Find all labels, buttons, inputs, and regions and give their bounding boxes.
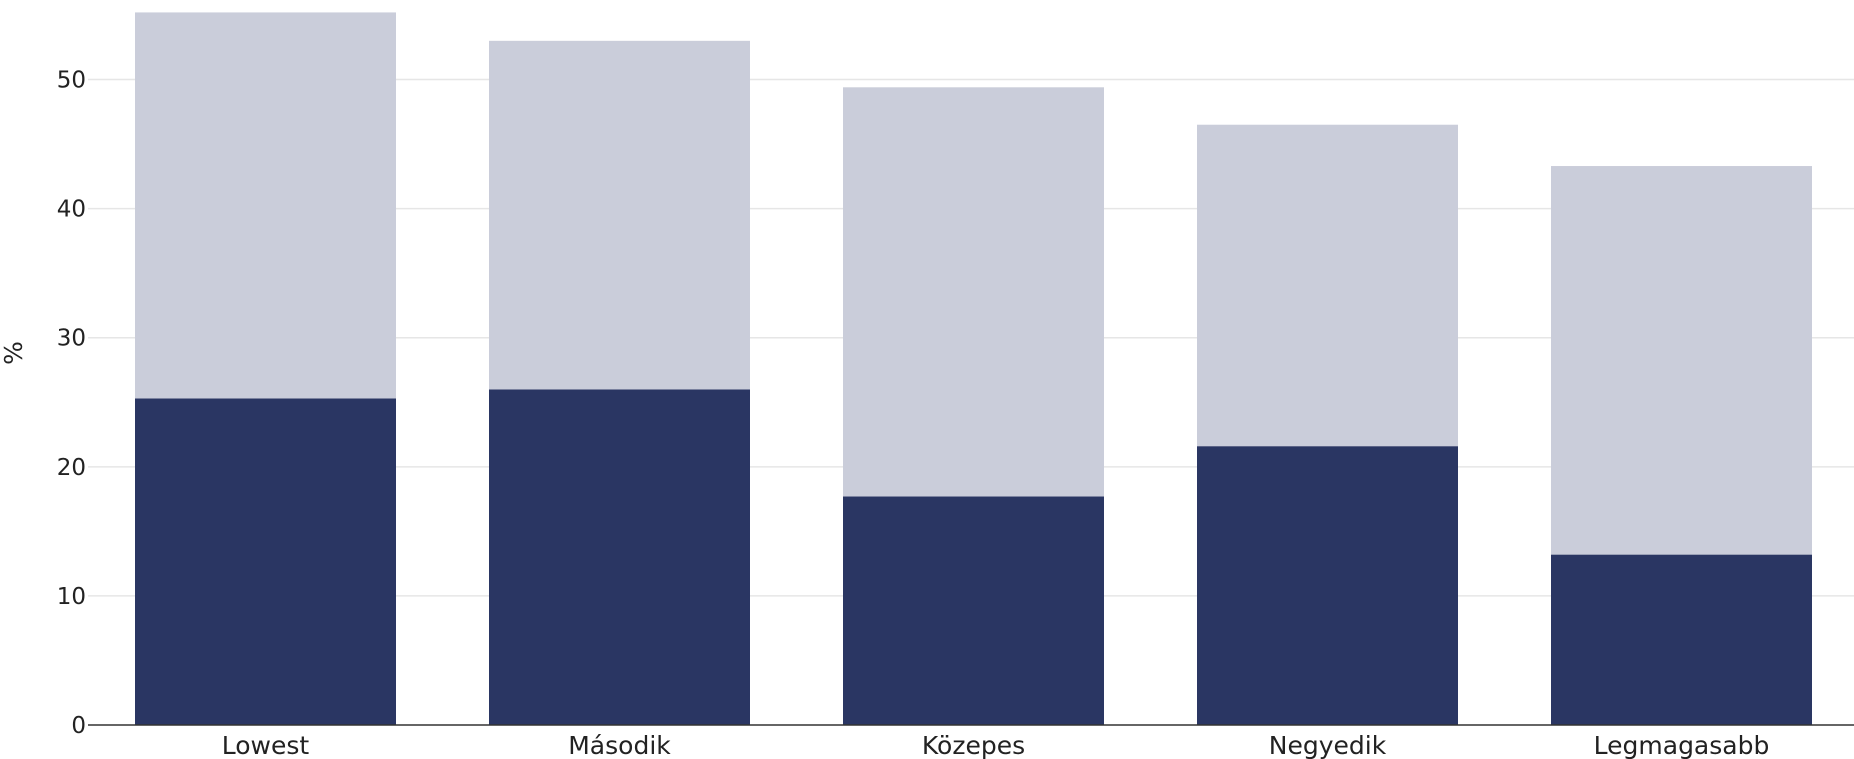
x-tick-label: Második	[568, 731, 671, 759]
bar-segment-2	[843, 87, 1104, 497]
x-tick-label: Közepes	[922, 731, 1025, 759]
bar-segment-1	[843, 496, 1104, 725]
x-tick-label: Negyedik	[1269, 731, 1387, 759]
bar-segment-2	[135, 12, 396, 399]
y-axis-ticks: 0 10 20 30 40 50	[57, 68, 86, 739]
x-tick-label: Legmagasabb	[1594, 731, 1770, 759]
bar-segment-1	[489, 389, 750, 725]
bars	[135, 12, 1812, 725]
bar-segment-1	[135, 398, 396, 725]
bar-segment-1	[1551, 554, 1812, 725]
y-tick-label: 0	[71, 713, 86, 739]
bar-segment-2	[1551, 166, 1812, 555]
bar-segment-2	[489, 40, 750, 390]
bar-segment-1	[1197, 446, 1458, 725]
y-tick-label: 10	[57, 584, 86, 610]
x-tick-label: Lowest	[222, 731, 310, 759]
y-tick-label: 30	[57, 326, 86, 352]
y-tick-label: 20	[57, 455, 86, 481]
y-tick-label: 50	[57, 68, 86, 94]
bar-segment-2	[1197, 124, 1458, 447]
x-axis-ticks: Lowest Második Közepes Negyedik Legmagasabb	[222, 731, 1770, 759]
y-axis-title: %	[0, 341, 28, 365]
y-tick-label: 40	[57, 197, 86, 223]
